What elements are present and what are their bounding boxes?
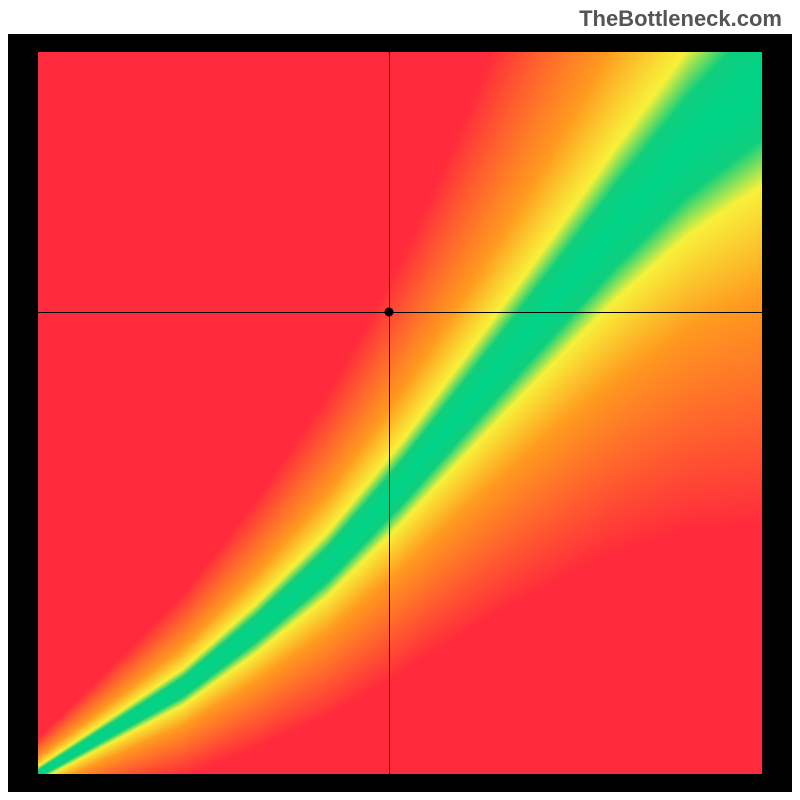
- plot-area: [38, 52, 762, 774]
- crosshair-horizontal: [38, 312, 762, 313]
- watermark: TheBottleneck.com: [579, 6, 782, 32]
- crosshair-vertical: [389, 52, 390, 774]
- chart-frame: [8, 34, 792, 792]
- crosshair-marker: [385, 307, 394, 316]
- heatmap-canvas: [38, 52, 762, 774]
